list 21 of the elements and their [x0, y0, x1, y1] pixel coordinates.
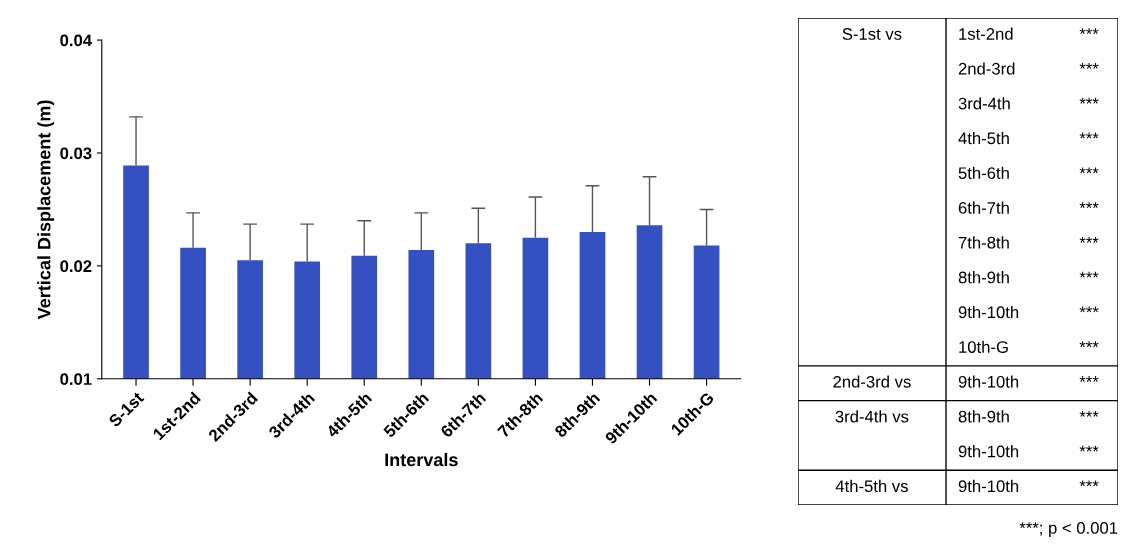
text: 9th-10th *** — [958, 305, 1099, 319]
text: 9th-10th *** — [958, 445, 1099, 458]
text: 3rd-4th *** — [958, 97, 1099, 110]
text: 4th-5th *** — [958, 131, 1099, 145]
text: ***; p < 0.001 — [1019, 522, 1118, 538]
text: 5th-6th *** — [958, 166, 1099, 180]
y-tick-label: 0.03 — [60, 147, 92, 160]
y-tick-label: 0.01 — [60, 373, 92, 386]
text: 10th-G *** — [959, 340, 1099, 353]
text: S-1st vs 1st-2nd *** — [842, 27, 1099, 40]
text: 8th-9th *** — [958, 271, 1099, 284]
text: 7th-8th *** — [958, 236, 1099, 249]
y-tick-label: 0.02 — [60, 260, 92, 273]
y-tick-label: 0.04 — [60, 34, 92, 47]
y-axis-title: Vertical Displacement (m) — [37, 100, 55, 320]
text: 3rd-4th vs 8th-9th *** — [835, 410, 1099, 423]
text: 2nd-3rd vs 9th-10th *** — [833, 375, 1099, 388]
text: 4th-5th vs 9th-10th *** — [835, 479, 1099, 493]
text: 6th-7th *** — [958, 201, 1099, 214]
x-axis-title: Intervals — [385, 452, 458, 467]
text: 2nd-3rd *** — [958, 62, 1099, 75]
